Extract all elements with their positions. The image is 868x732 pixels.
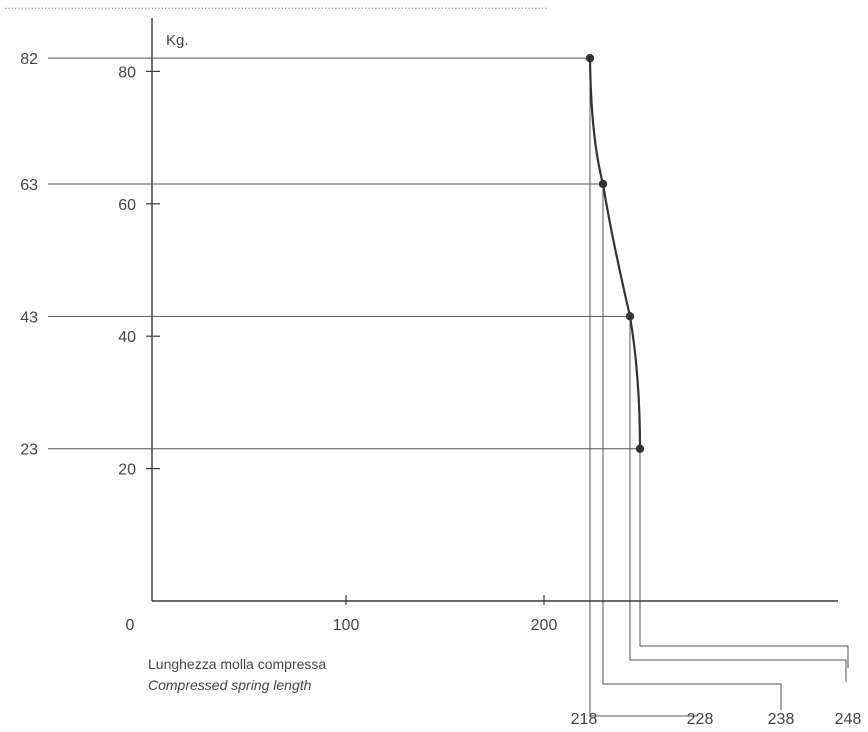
x-tick-label: 100: [333, 617, 360, 634]
y-tick-label: 60: [118, 197, 136, 214]
curve-data-point: [635, 444, 645, 453]
x-tick-label: 200: [531, 617, 558, 634]
load-value-label: 23: [20, 442, 38, 459]
x-axis-title: Lunghezza molla compressa: [148, 656, 326, 672]
x-axis-title-english: Compressed spring length: [148, 677, 312, 693]
y-tick-label: 20: [118, 462, 136, 479]
length-drop-line: [639, 448, 849, 668]
length-drop-line: [589, 58, 697, 717]
spring-curve-line: [588, 58, 642, 449]
load-value-label: 43: [20, 309, 38, 326]
y-tick-label: 80: [118, 64, 136, 81]
length-label: 228: [687, 711, 714, 728]
curve-data-point: [585, 53, 595, 63]
length-drop-line: [629, 316, 847, 682]
y-axis-unit-label: Kg.: [166, 32, 189, 49]
header-text: ........................................…: [4, 0, 547, 12]
x-tick-label: 0: [126, 617, 135, 634]
curve-data-point: [598, 179, 608, 189]
length-label: 238: [768, 711, 795, 728]
load-value-label: 82: [20, 51, 38, 68]
y-tick-label: 40: [118, 329, 136, 346]
length-label: 218: [571, 711, 598, 728]
curve-data-point: [625, 312, 635, 321]
length-drop-line: [602, 183, 782, 710]
load-value-label: 63: [20, 177, 38, 194]
length-label: 248: [835, 711, 862, 728]
